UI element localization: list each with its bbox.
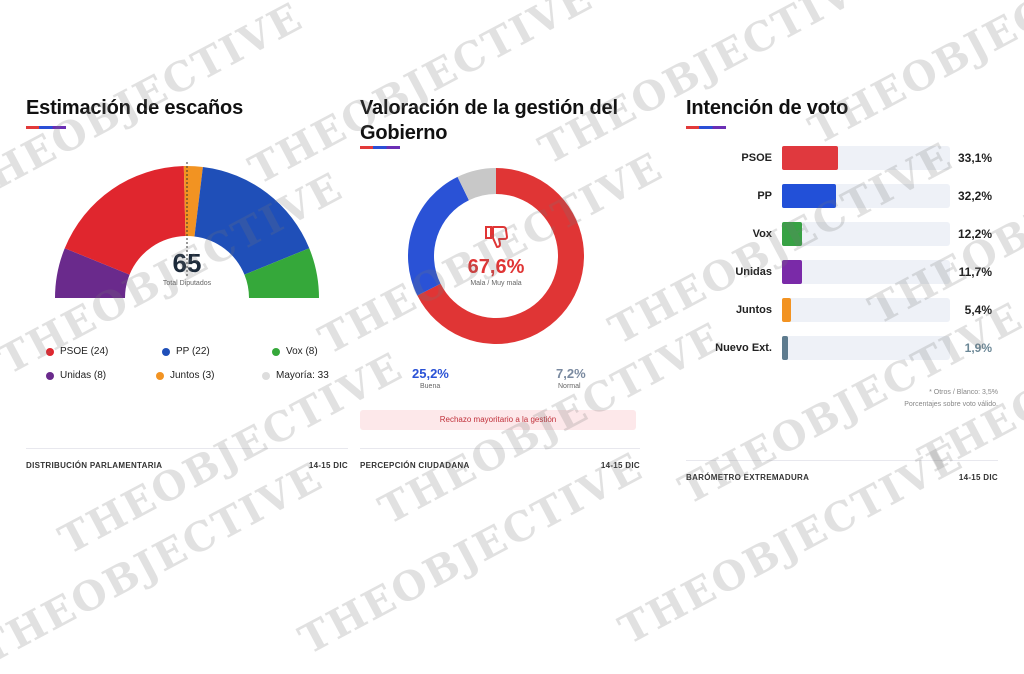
vote-bar <box>782 336 788 360</box>
gov-good-value: 25,2% <box>412 366 449 381</box>
seats-hemicycle-chart <box>55 162 319 298</box>
gov-main-label: Mala / Muy mala <box>470 280 522 287</box>
legend-dot <box>262 371 270 380</box>
seats-legend-item: Juntos (3) <box>156 370 214 381</box>
seat-segment-pp <box>194 166 310 275</box>
vote-footer-date: 14-15 DIC <box>958 473 998 482</box>
vote-bar-label: PSOE <box>741 152 772 164</box>
gov-footer-source: PERCEPCIÓN CIUDADANA <box>360 461 470 470</box>
vote-bar-row: Unidas 11,7% <box>686 260 998 286</box>
vote-note-others: * Otros / Blanco: 3,5% <box>929 389 998 396</box>
legend-label: Unidas (8) <box>60 370 107 381</box>
vote-note-basis: Porcentajes sobre voto válido. <box>904 401 998 408</box>
seats-footer-date: 14-15 DIC <box>308 461 348 470</box>
vote-bar-row: PP 32,2% <box>686 184 998 210</box>
legend-dot <box>156 371 164 380</box>
seats-footer: DISTRIBUCIÓN PARLAMENTARIA 14-15 DIC <box>26 448 348 470</box>
gov-title: Valoración de la gestión del Gobierno <box>360 97 618 144</box>
vote-bar-label: Vox <box>752 228 772 240</box>
vote-bar <box>782 146 838 170</box>
vote-bar-value: 33,1% <box>957 151 992 165</box>
vote-bar-label: Unidas <box>735 266 772 278</box>
vote-footer: BARÓMETRO EXTREMADURA 14-15 DIC <box>686 460 998 482</box>
legend-dot <box>272 347 280 356</box>
seats-footer-source: DISTRIBUCIÓN PARLAMENTARIA <box>26 461 163 470</box>
vote-bar-track <box>782 222 950 246</box>
vote-bar-label: Nuevo Ext. <box>715 342 772 354</box>
legend-label: PP (22) <box>176 346 210 357</box>
vote-title: Intención de voto <box>686 97 849 119</box>
gov-footer-date: 14-15 DIC <box>600 461 640 470</box>
gov-footer: PERCEPCIÓN CIUDADANA 14-15 DIC <box>360 448 640 470</box>
vote-bar-track <box>782 260 950 284</box>
seats-panel: Estimación de escaños 65 Total Diputados… <box>26 0 348 576</box>
vote-bar-label: Juntos <box>735 304 772 316</box>
vote-footer-source: BARÓMETRO EXTREMADURA <box>686 473 810 482</box>
vote-bar-row: Juntos 5,4% <box>686 298 998 324</box>
seat-segment-vox <box>244 248 319 298</box>
vote-bar-row: Vox 12,2% <box>686 222 998 248</box>
vote-bar-label: PP <box>757 190 772 202</box>
legend-label: Vox (8) <box>286 346 318 357</box>
vote-bar-track <box>782 336 950 360</box>
vote-bar <box>782 184 837 208</box>
gov-title-accent <box>360 146 400 149</box>
thumbs-down-icon <box>485 226 508 248</box>
legend-label: PSOE (24) <box>60 346 109 357</box>
gov-normal-value: 7,2% <box>556 366 586 381</box>
donut-slice-2 <box>457 168 496 201</box>
vote-bar-track <box>782 298 950 322</box>
vote-bar-value: 1,9% <box>964 341 992 355</box>
seat-segment-unidas <box>55 248 130 298</box>
donut-slice-1 <box>408 176 469 296</box>
vote-bar <box>782 222 803 246</box>
gov-main-value: 67,6% <box>467 256 525 278</box>
vote-panel: Intención de voto PSOE 33,1% PP 32,2% Vox 12,… <box>686 0 998 576</box>
vote-bar-track <box>782 146 950 170</box>
seats-total-label: Total Diputados <box>162 280 212 287</box>
legend-dot <box>162 347 170 356</box>
vote-bar-value: 32,2% <box>957 189 992 203</box>
vote-title-accent <box>686 126 726 129</box>
seats-title-accent <box>26 126 66 129</box>
legend-label: Mayoría: 33 <box>276 370 329 381</box>
seats-total: 65 <box>172 248 202 278</box>
gov-good-label: Buena <box>420 383 441 390</box>
donut-slice-0 <box>417 168 584 344</box>
seats-title: Estimación de escaños <box>26 97 244 119</box>
gov-normal-label: Normal <box>558 383 581 390</box>
legend-dot <box>46 347 54 356</box>
seats-legend-item: Vox (8) <box>272 346 318 357</box>
vote-bar-value: 11,7% <box>958 265 992 279</box>
seat-segment-psoe <box>64 166 186 275</box>
gov-banner: Rechazo mayoritario a la gestión <box>360 410 636 430</box>
legend-dot <box>46 371 54 380</box>
vote-bar-row: PSOE 33,1% <box>686 146 998 172</box>
gov-donut-chart <box>408 168 584 344</box>
seats-legend-item: PP (22) <box>162 346 210 357</box>
seat-segment-juntos <box>183 166 203 237</box>
seats-legend-item: PSOE (24) <box>46 346 108 357</box>
seats-legend-item: Unidas (8) <box>46 370 106 381</box>
gov-panel: Valoración de la gestión del Gobierno 67… <box>360 0 640 576</box>
vote-bar-track <box>782 184 950 208</box>
seats-legend-item: Mayoría: 33 <box>262 370 329 381</box>
vote-bar <box>782 260 802 284</box>
vote-bar-value: 12,2% <box>957 227 992 241</box>
legend-label: Juntos (3) <box>170 370 215 381</box>
vote-bar <box>782 298 792 322</box>
vote-bar-row: Nuevo Ext. 1,9% <box>686 336 998 362</box>
vote-bar-value: 5,4% <box>964 303 992 317</box>
